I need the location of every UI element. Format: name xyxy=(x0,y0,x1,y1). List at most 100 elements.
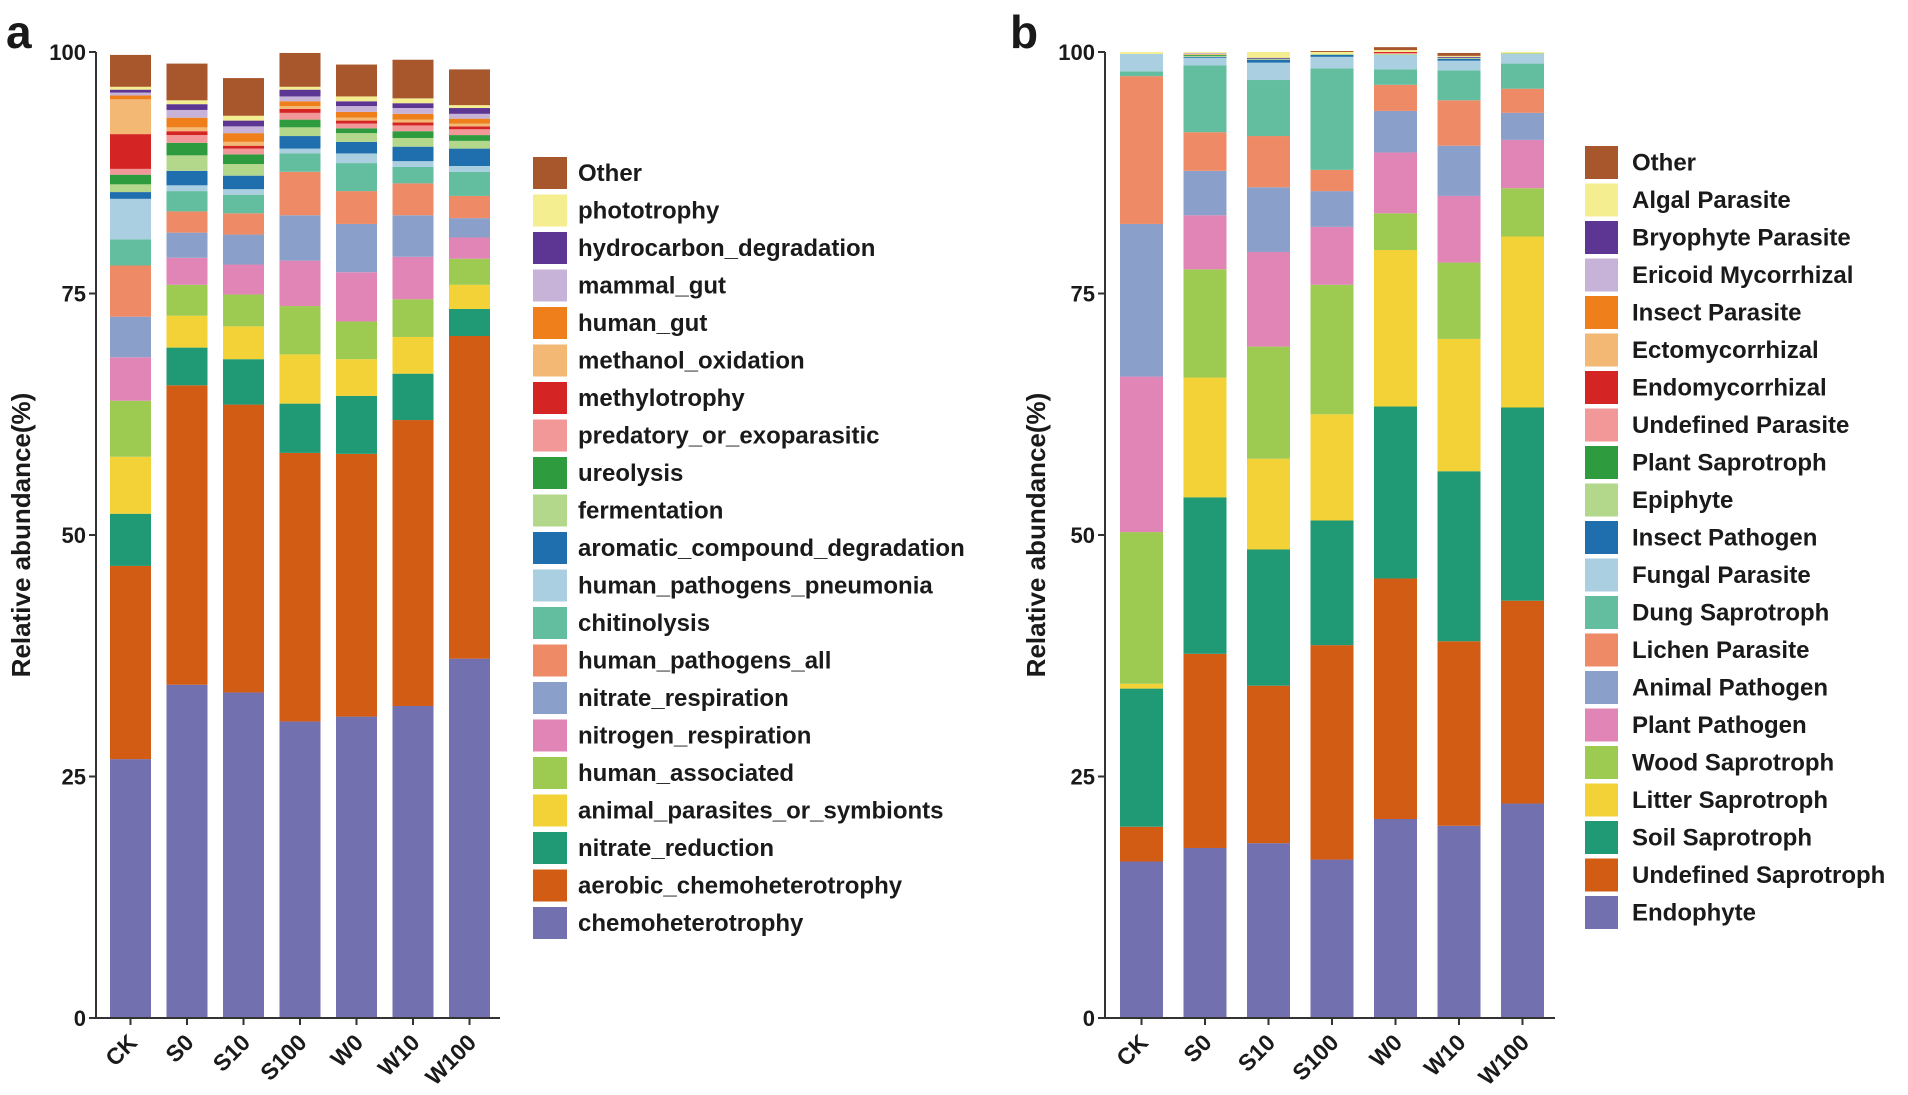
bar-segment-S0-Ericoid Mycorrhizal xyxy=(1183,52,1227,54)
bar-segment-S0-animal_parasites_or_symbionts xyxy=(166,315,208,348)
bar-segment-S10-predatory_or_exoparasitic xyxy=(223,148,264,155)
bar-segment-W10-aromatic_compound_degradation xyxy=(392,146,434,162)
bar-segment-W0-aromatic_compound_degradation xyxy=(336,141,377,154)
bar-segment-W10-fermentation xyxy=(392,137,434,147)
legend-swatch xyxy=(1585,296,1618,329)
bar-segment-S10-Animal Pathogen xyxy=(1247,187,1290,252)
bar-segment-S100-ureolysis xyxy=(279,119,321,128)
x-tick-label: S0 xyxy=(1178,1029,1216,1067)
bar-segment-W10-Epiphyte xyxy=(1437,57,1481,59)
bar-segment-W10-mammal_gut xyxy=(392,108,434,114)
legend-label: animal_parasites_or_symbionts xyxy=(578,798,944,825)
legend-label: Fungal Parasite xyxy=(1632,562,1811,589)
bar-segment-CK-animal_parasites_or_symbionts xyxy=(110,456,151,514)
legend-label: nitrogen_respiration xyxy=(578,723,811,750)
bar-segment-S100-mammal_gut xyxy=(279,96,321,102)
bar-segment-W10-methanol_oxidation xyxy=(392,119,434,123)
y-tick-label: 75 xyxy=(62,282,86,307)
bar-segment-W0-Plant Pathogen xyxy=(1374,152,1417,214)
bar-segment-S0-Epiphyte xyxy=(1183,55,1227,57)
bar-segment-CK-Lichen Parasite xyxy=(1120,76,1163,224)
legend-label: aerobic_chemoheterotrophy xyxy=(578,873,903,900)
bar-segment-CK-Fungal Parasite xyxy=(1120,53,1163,72)
bar-segment-W0-nitrogen_respiration xyxy=(336,272,377,322)
legend-swatch xyxy=(533,907,567,939)
bar-segment-W10-predatory_or_exoparasitic xyxy=(392,125,434,132)
bar-segment-S100-animal_parasites_or_symbionts xyxy=(279,354,321,404)
legend-label: Plant Pathogen xyxy=(1632,712,1807,739)
bar-segment-W0-Animal Pathogen xyxy=(1374,110,1417,153)
bar-segment-S0-Plant Pathogen xyxy=(1183,215,1227,270)
bar-segment-S100-chemoheterotrophy xyxy=(279,721,321,1018)
bar-segment-W100-Epiphyte xyxy=(1501,52,1544,54)
legend-label: predatory_or_exoparasitic xyxy=(578,423,879,450)
bar-segment-W100-nitrate_reduction xyxy=(449,308,490,337)
bar-segment-W10-Wood Saprotroph xyxy=(1437,262,1481,339)
legend-swatch xyxy=(1585,333,1618,367)
legend-label: Ectomycorrhizal xyxy=(1632,337,1819,364)
bar-segment-S10-human_pathogens_pneumonia xyxy=(223,189,264,195)
bar-segment-W10-methylotrophy xyxy=(392,122,434,126)
legend-label: mammal_gut xyxy=(578,273,726,300)
legend-label: methanol_oxidation xyxy=(578,348,805,375)
legend-label: Animal Pathogen xyxy=(1632,675,1828,702)
legend-swatch xyxy=(533,832,567,864)
bar-segment-W10-nitrate_reduction xyxy=(392,373,434,421)
x-tick-label: S10 xyxy=(1233,1029,1280,1076)
bar-segment-S0-human_gut xyxy=(166,117,208,128)
bar-segment-W10-Insect Pathogen xyxy=(1437,58,1481,61)
y-tick-label: 50 xyxy=(1071,523,1095,548)
bar-segment-S10-ureolysis xyxy=(223,154,264,165)
legend-swatch xyxy=(1585,858,1618,892)
legend-swatch xyxy=(1585,708,1618,742)
bar-segment-S0-human_pathogens_all xyxy=(166,211,208,233)
bar-segment-S10-aerobic_chemoheterotrophy xyxy=(223,404,264,693)
bar-segment-W10-human_pathogens_pneumonia xyxy=(392,161,434,167)
bar-segment-S0-Fungal Parasite xyxy=(1183,57,1227,66)
bar-segment-S0-Other xyxy=(166,63,208,101)
bar-segment-S100-aromatic_compound_degradation xyxy=(279,136,321,149)
bar-segment-S0-predatory_or_exoparasitic xyxy=(166,135,208,143)
bar-segment-W0-Wood Saprotroph xyxy=(1374,213,1417,251)
bar-segment-S100-Undefined Saprotroph xyxy=(1310,645,1354,860)
x-tick-label: W10 xyxy=(373,1029,425,1081)
x-tick-label: W0 xyxy=(325,1029,368,1072)
bar-segment-W100-Plant Pathogen xyxy=(1501,139,1544,189)
legend-label: Wood Saprotroph xyxy=(1632,750,1834,777)
bar-segment-S100-human_pathogens_all xyxy=(279,171,321,216)
bar-segment-S100-nitrate_respiration xyxy=(279,215,321,261)
bar-segment-S10-methanol_oxidation xyxy=(223,141,264,146)
y-tick-label: 100 xyxy=(1058,40,1095,65)
bar-segment-W10-chemoheterotrophy xyxy=(392,705,434,1018)
bar-segment-W0-Other xyxy=(1374,47,1417,51)
legend-label: Epiphyte xyxy=(1632,487,1733,514)
legend-label: Undefined Saprotroph xyxy=(1632,862,1885,889)
bar-segment-S100-chitinolysis xyxy=(279,153,321,172)
bar-segment-W100-human_pathogens_pneumonia xyxy=(449,165,490,172)
bar-segment-S100-Insect Pathogen xyxy=(1310,54,1354,57)
bar-segment-W0-nitrate_reduction xyxy=(336,395,377,454)
bar-segment-CK-human_pathogens_all xyxy=(110,265,151,317)
legend-swatch xyxy=(1585,146,1618,179)
x-tick-label: W100 xyxy=(1473,1029,1534,1090)
bar-segment-W10-Other xyxy=(392,59,434,99)
legend-swatch xyxy=(533,269,567,302)
bar-segment-S100-methanol_oxidation xyxy=(279,106,321,109)
legend-swatch xyxy=(533,494,567,527)
legend-label: Endomycorrhizal xyxy=(1632,375,1827,402)
bar-segment-CK-nitrogen_respiration xyxy=(110,357,151,401)
legend-label: human_pathogens_pneumonia xyxy=(578,573,933,600)
bar-segment-W10-hydrocarbon_degradation xyxy=(392,103,434,109)
legend-swatch xyxy=(533,232,567,264)
bar-segment-W0-Endomycorrhizal xyxy=(1374,52,1417,53)
bar-segment-S0-Insect Pathogen xyxy=(1183,56,1227,58)
bar-segment-W100-nitrogen_respiration xyxy=(449,237,490,259)
legend-swatch xyxy=(1585,896,1618,929)
bar-segment-S10-Algal Parasite xyxy=(1247,52,1290,58)
bar-segment-S0-Endophyte xyxy=(1183,847,1227,1018)
bar-segment-S100-Dung Saprotroph xyxy=(1310,68,1354,170)
bar-segment-W10-Other xyxy=(1437,52,1481,56)
bar-segment-W10-human_pathogens_all xyxy=(392,183,434,216)
legend-swatch xyxy=(1585,446,1618,479)
bar-segment-W10-animal_parasites_or_symbionts xyxy=(392,336,434,374)
